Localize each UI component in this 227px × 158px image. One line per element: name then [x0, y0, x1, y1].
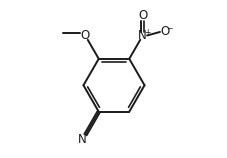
Text: +: +: [143, 27, 150, 36]
Text: O: O: [138, 9, 147, 22]
Text: O: O: [160, 25, 169, 38]
Text: −: −: [166, 24, 172, 33]
Text: N: N: [78, 133, 86, 146]
Text: N: N: [138, 29, 146, 42]
Text: O: O: [80, 29, 89, 42]
